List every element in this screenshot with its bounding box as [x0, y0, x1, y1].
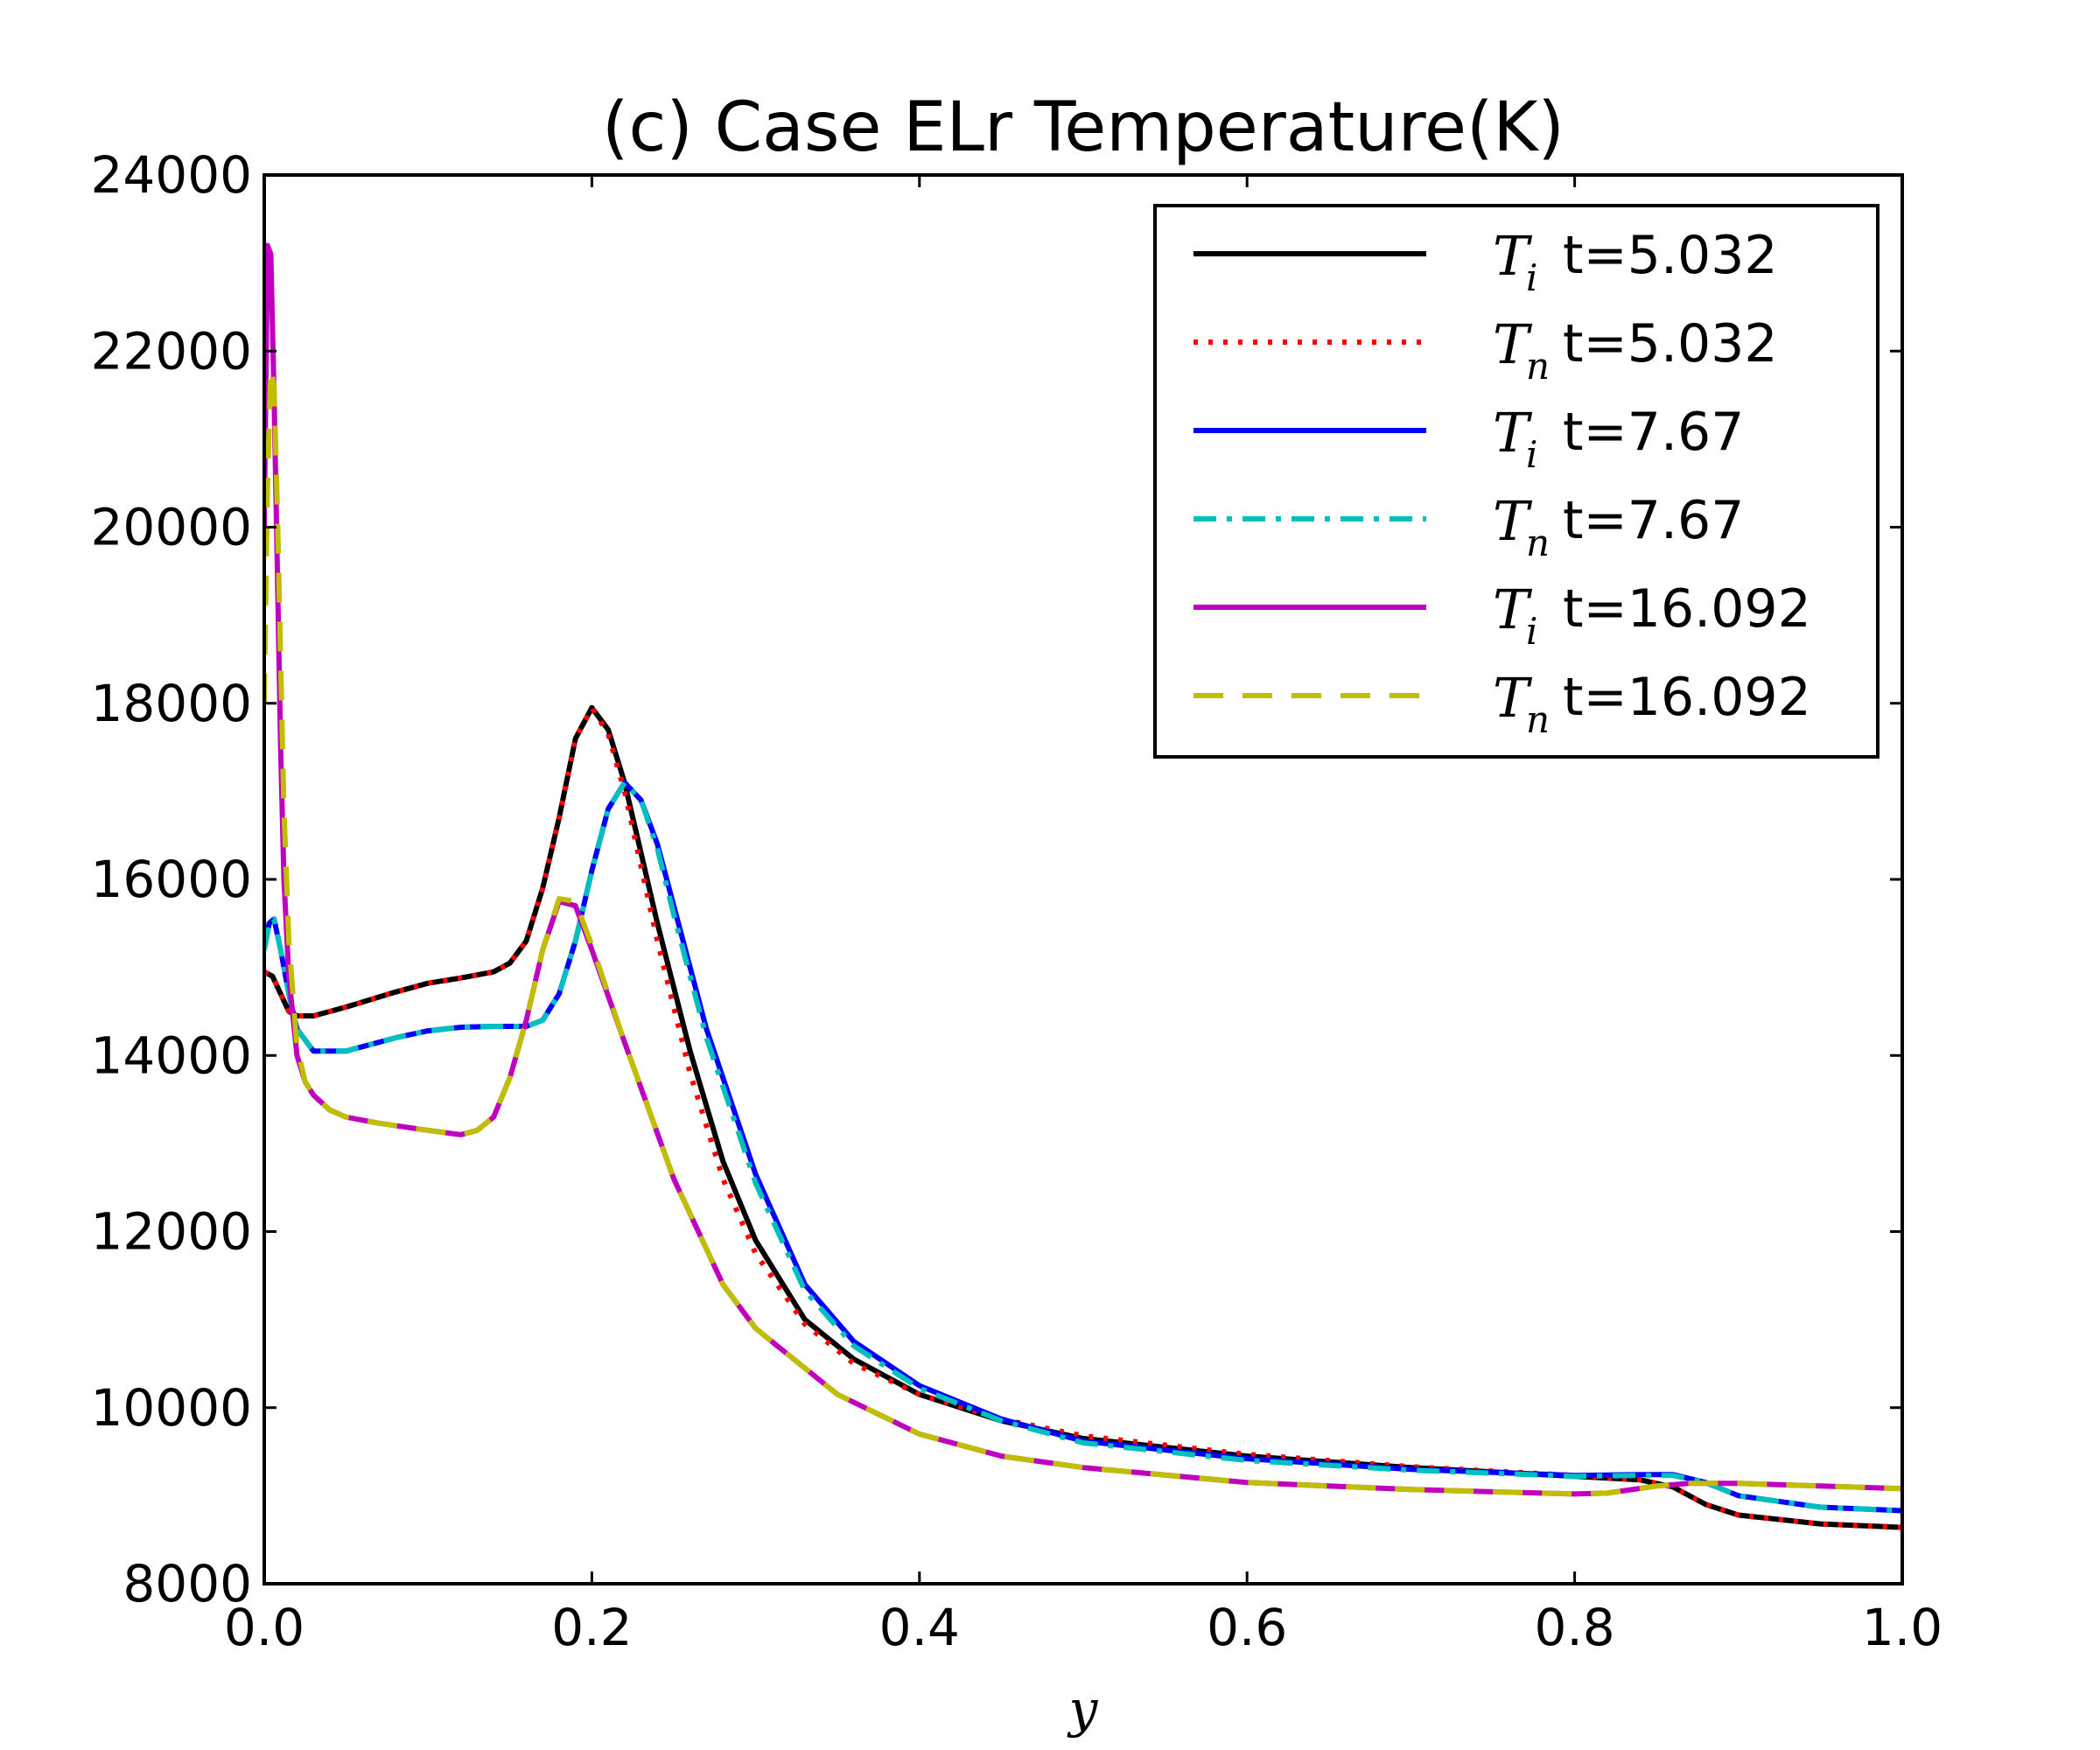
- legend-box: [1153, 204, 1880, 759]
- x-axis-label: y: [1067, 1679, 1099, 1739]
- y-tick-label: 16000: [90, 850, 252, 909]
- y-tick-label: 20000: [90, 498, 252, 557]
- legend-label-2: t=7.67: [1563, 402, 1744, 463]
- legend-symbol-2: T: [1493, 401, 1533, 465]
- legend-subscript-0: i: [1526, 256, 1537, 299]
- series-line-2: [264, 780, 1902, 1514]
- plot-area: 0.0 0.2 0.4 0.6 0.8 1.0 8000 10000 12000 14000 16…: [90, 145, 1942, 1657]
- y-tick-label: 14000: [90, 1026, 252, 1085]
- legend-symbol-5: T: [1493, 666, 1533, 730]
- y-tick-label: 18000: [90, 674, 252, 733]
- y-tick-label: 22000: [90, 321, 252, 381]
- x-tick-label: 0.8: [1534, 1598, 1614, 1657]
- legend-label-4: t=16.092: [1563, 578, 1811, 640]
- series-line-3: [264, 780, 1902, 1514]
- legend-subscript-2: i: [1526, 433, 1537, 476]
- y-axis: 8000 10000 12000 14000 16000 18000 20000 22000 2…: [90, 145, 1902, 1614]
- legend-label-3: t=7.67: [1563, 490, 1744, 551]
- x-tick-label: 1.0: [1862, 1598, 1942, 1657]
- legend-subscript-3: n: [1526, 522, 1550, 564]
- legend-label-0: t=5.032: [1563, 225, 1778, 286]
- legend-subscript-4: i: [1526, 610, 1537, 653]
- legend-label-5: t=16.092: [1563, 667, 1811, 728]
- legend: Ti t=5.032 Tn t=5.032 Ti t=7.67 Tn t=7.67 Ti t=16…: [1153, 204, 1880, 759]
- chart-title: (c) Case ELr Temperature(K): [602, 88, 1564, 167]
- legend-subscript-5: n: [1526, 698, 1550, 741]
- y-tick-label: 24000: [90, 145, 252, 205]
- x-tick-label: 0.6: [1207, 1598, 1287, 1657]
- legend-symbol-3: T: [1493, 489, 1533, 553]
- series-line-5: [264, 366, 1902, 1497]
- series-layer: [264, 242, 1902, 1530]
- series-line-0: [264, 704, 1902, 1530]
- y-tick-label: 8000: [122, 1554, 252, 1614]
- legend-label-1: t=5.032: [1563, 313, 1778, 374]
- legend-symbol-4: T: [1493, 578, 1533, 641]
- x-tick-label: 0.2: [551, 1598, 632, 1657]
- series-line-1: [264, 704, 1902, 1530]
- legend-subscript-1: n: [1526, 345, 1550, 388]
- x-axis: 0.0 0.2 0.4 0.6 0.8 1.0: [224, 175, 1942, 1657]
- y-tick-label: 10000: [90, 1378, 252, 1438]
- legend-symbol-1: T: [1493, 312, 1533, 376]
- legend-symbol-0: T: [1493, 224, 1533, 288]
- x-tick-label: 0.4: [879, 1598, 960, 1657]
- y-tick-label: 12000: [90, 1202, 252, 1262]
- x-tick-label: 0.0: [224, 1598, 304, 1657]
